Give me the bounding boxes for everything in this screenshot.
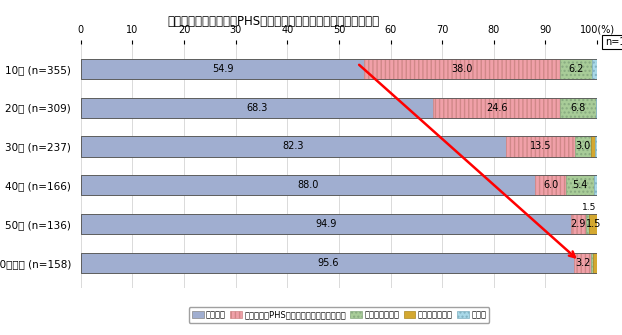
Bar (591, 136, 595, 156)
Bar (81, 59, 364, 79)
Text: 2.9: 2.9 (570, 219, 586, 229)
Text: 6.0: 6.0 (543, 180, 559, 190)
Bar (81, 175, 597, 195)
Bar (560, 97, 596, 118)
Bar (81, 136, 597, 156)
Text: 94.9: 94.9 (315, 219, 337, 229)
Bar (364, 59, 560, 79)
Text: 68.3: 68.3 (246, 103, 268, 113)
Text: 54.9: 54.9 (212, 64, 233, 74)
Text: 1.5: 1.5 (582, 203, 596, 212)
Bar (434, 97, 560, 118)
Text: n=1,361: n=1,361 (605, 37, 622, 47)
Text: 6.2: 6.2 (569, 64, 584, 74)
Text: 5.4: 5.4 (572, 180, 588, 190)
Bar (591, 253, 593, 273)
Bar (560, 59, 593, 79)
Text: 82.3: 82.3 (282, 141, 304, 151)
Bar (593, 59, 597, 79)
Bar (81, 175, 535, 195)
Text: 6.8: 6.8 (570, 103, 586, 113)
Text: 88.0: 88.0 (297, 180, 318, 190)
Text: 13.5: 13.5 (530, 141, 551, 151)
Text: 95.6: 95.6 (317, 258, 338, 268)
Bar (81, 97, 434, 118)
Text: 24.6: 24.6 (486, 103, 508, 113)
Bar (81, 136, 506, 156)
Bar (595, 136, 597, 156)
Bar (571, 214, 586, 234)
Bar (506, 136, 575, 156)
Bar (586, 214, 590, 234)
Bar (81, 253, 597, 273)
Bar (81, 97, 597, 118)
Legend: パソコン, 携帯電話・PHS（スマートフォンは除く）, スマートフォン, タブレット端末, その他: パソコン, 携帯電話・PHS（スマートフォンは除く）, スマートフォン, タブレ… (188, 307, 490, 323)
Bar (81, 214, 597, 234)
Text: 1.5: 1.5 (585, 219, 601, 229)
Bar (574, 253, 591, 273)
Text: 3.0: 3.0 (575, 141, 591, 151)
Bar (81, 253, 574, 273)
Bar (575, 136, 591, 156)
Text: 若年層ほど携帯電話・PHS、スマートフォンを主に利用する傾向: 若年層ほど携帯電話・PHS、スマートフォンを主に利用する傾向 (167, 15, 380, 28)
Bar (593, 253, 597, 273)
Bar (566, 175, 594, 195)
Bar (596, 97, 597, 118)
Bar (81, 214, 571, 234)
Bar (535, 175, 566, 195)
Text: 3.2: 3.2 (575, 258, 590, 268)
Bar (594, 175, 597, 195)
Bar (590, 214, 597, 234)
Bar (81, 59, 597, 79)
Text: 38.0: 38.0 (452, 64, 473, 74)
